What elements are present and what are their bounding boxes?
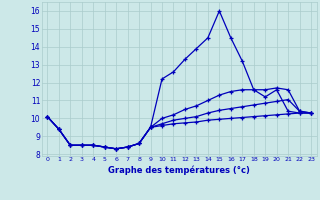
X-axis label: Graphe des températures (°c): Graphe des températures (°c): [108, 165, 250, 175]
